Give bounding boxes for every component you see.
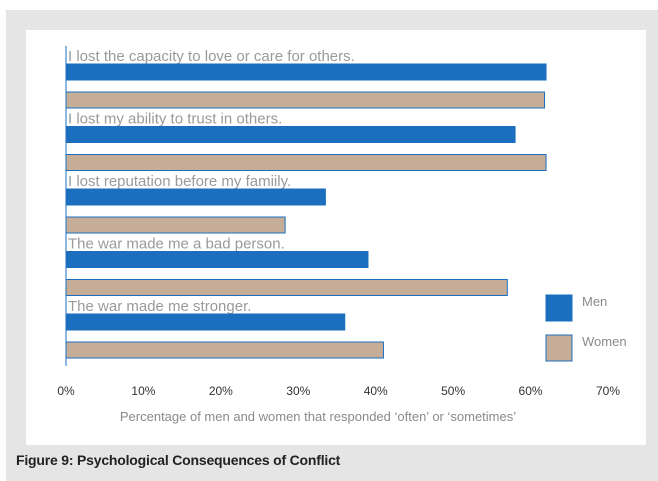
x-tick-label: 60% — [519, 384, 543, 398]
bar-women — [65, 91, 546, 109]
x-tick-label: 0% — [57, 384, 75, 398]
legend-swatch-men — [545, 294, 573, 322]
legend-label-men: Men — [582, 294, 607, 309]
x-axis-title: Percentage of men and women that respond… — [120, 409, 516, 424]
category-label: I lost the capacity to love or care for … — [68, 48, 355, 65]
bar-men — [65, 63, 547, 81]
bar-women — [65, 216, 286, 234]
chart: I lost the capacity to love or care for … — [57, 46, 627, 424]
x-tick-label: 70% — [596, 384, 620, 398]
category-label: I lost my ability to trust in others. — [68, 111, 282, 128]
x-tick-labels: 0% 10% 20% 30% 40% 50% 60% 70% — [57, 384, 620, 398]
figure-caption: Figure 9: Psychological Consequences of … — [16, 452, 341, 468]
bar-men — [65, 188, 326, 206]
legend-swatch-women — [545, 334, 573, 362]
legend: Men Women — [545, 294, 627, 362]
x-tick-label: 10% — [131, 384, 155, 398]
bar-women — [65, 279, 508, 296]
bar-men — [65, 251, 369, 268]
chart-panel: I lost the capacity to love or care for … — [26, 30, 646, 445]
category-label: The war made me stronger. — [68, 298, 251, 315]
x-tick-label: 20% — [209, 384, 233, 398]
category-labels: I lost the capacity to love or care for … — [68, 48, 355, 315]
bar-men — [65, 126, 516, 143]
x-tick-label: 50% — [441, 384, 465, 398]
x-tick-label: 30% — [286, 384, 310, 398]
x-tick-label: 40% — [364, 384, 388, 398]
bars — [65, 63, 547, 359]
category-label: I lost reputation before my famiily. — [68, 173, 291, 190]
figure-frame: I lost the capacity to love or care for … — [6, 10, 658, 481]
bar-women — [65, 341, 384, 359]
category-label: The war made me a bad person. — [68, 236, 285, 253]
legend-label-women: Women — [582, 334, 627, 349]
bar-women — [65, 154, 547, 171]
bar-men — [65, 313, 346, 331]
